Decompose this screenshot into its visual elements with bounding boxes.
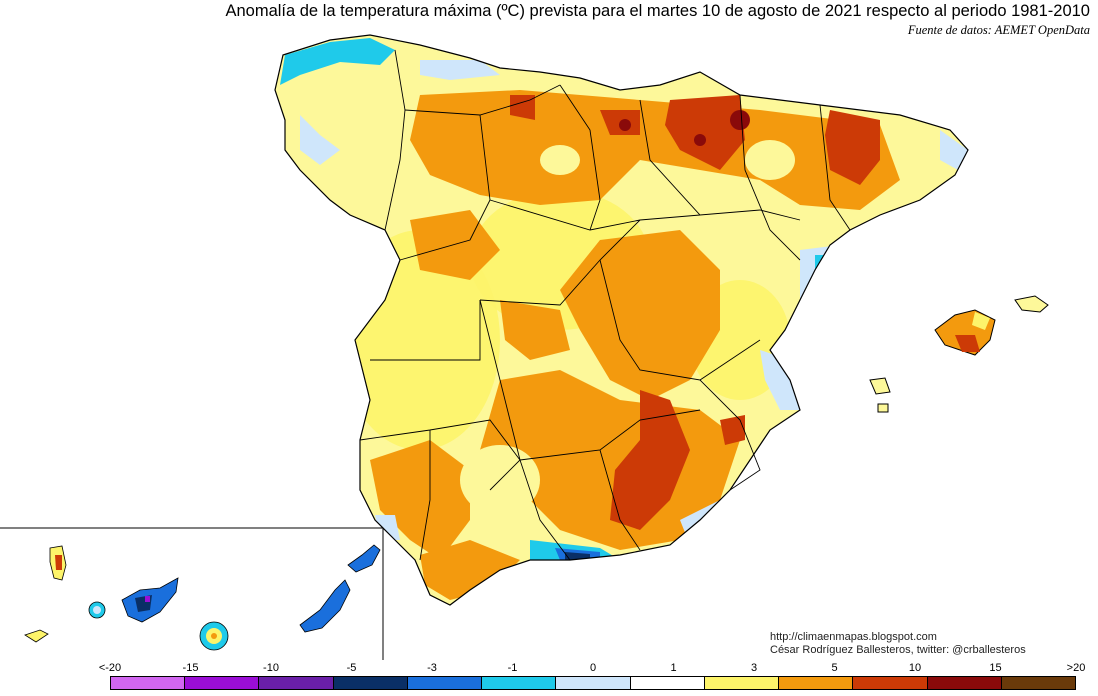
legend-swatch xyxy=(853,677,928,689)
legend-swatch xyxy=(259,677,334,689)
legend-swatch xyxy=(630,677,705,689)
legend-tick-label: 0 xyxy=(589,662,597,674)
legend-tick-label: 5 xyxy=(831,662,838,674)
credits: http://climaenmapas.blogspot.com César R… xyxy=(770,631,1026,657)
legend-swatch xyxy=(927,677,1002,689)
color-legend xyxy=(110,676,1076,690)
region-borders xyxy=(359,49,851,561)
legend-swatch xyxy=(333,677,408,689)
legend-tick-label: 3 xyxy=(750,662,758,674)
legend-tick-label: -3 xyxy=(427,662,437,674)
legend-tick-label: -1 xyxy=(507,662,518,674)
legend-tick-label: 10 xyxy=(908,662,922,674)
legend-swatch xyxy=(482,677,557,689)
legend-tick-label: -5 xyxy=(346,662,357,674)
data-source: Fuente de datos: AEMET OpenData xyxy=(907,23,1090,37)
author-credit: César Rodríguez Ballesteros, twitter: @c… xyxy=(770,644,1026,656)
balearic-islands xyxy=(869,295,1049,413)
legend-swatch xyxy=(111,677,186,689)
legend-tick-label: -10 xyxy=(263,662,279,674)
legend-swatch xyxy=(704,677,780,689)
legend-tick-label: <-20 xyxy=(98,662,122,674)
legend-tick-label: -15 xyxy=(182,662,199,674)
canary-islands-inset xyxy=(0,527,384,660)
blog-link[interactable]: http://climaenmapas.blogspot.com xyxy=(770,631,937,643)
legend-swatch xyxy=(185,677,260,689)
legend-swatch xyxy=(407,677,483,689)
legend-ticks: <-20 -15 -10 -5 -3 -1 0 1 3 5 10 15 >20 xyxy=(0,662,1098,676)
legend-tick-label: >20 xyxy=(1066,662,1086,674)
temperature-anomaly-map xyxy=(0,34,1049,660)
legend-swatch xyxy=(779,677,854,689)
legend-swatch xyxy=(556,677,631,689)
legend-tick-label: 15 xyxy=(989,662,1002,674)
legend-tick-label: 1 xyxy=(670,662,677,674)
iberian-peninsula xyxy=(275,35,968,605)
map-title: Anomalía de la temperatura máxima (ºC) p… xyxy=(225,2,1090,20)
peninsula-outline xyxy=(274,34,969,606)
legend-swatch xyxy=(1001,677,1076,689)
